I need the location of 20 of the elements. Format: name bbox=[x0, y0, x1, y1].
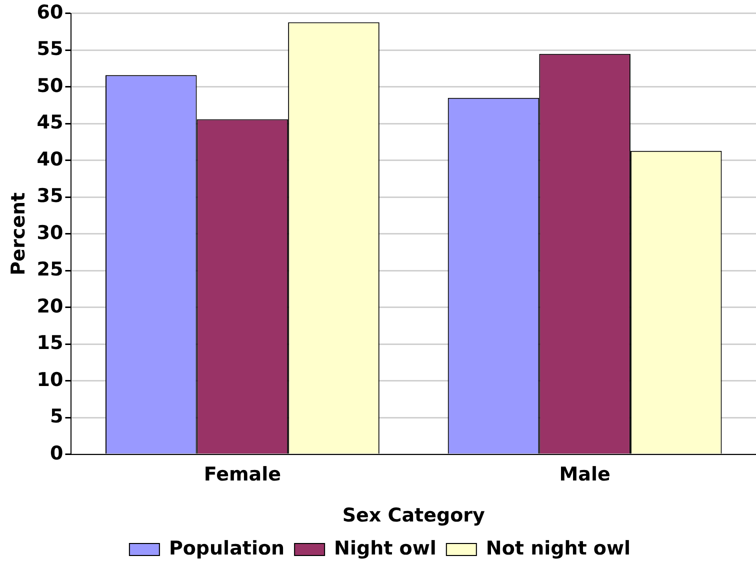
y-tick-label: 5 bbox=[50, 406, 64, 428]
y-tick-label: 45 bbox=[36, 112, 64, 134]
y-tick-label: 10 bbox=[36, 368, 64, 391]
y-tick-label: 15 bbox=[36, 332, 64, 354]
y-tick-label: 0 bbox=[50, 442, 64, 464]
y-tick-label: 20 bbox=[36, 295, 64, 318]
y-tick-label: 30 bbox=[36, 222, 64, 244]
legend-label: Population bbox=[168, 537, 285, 560]
x-axis-title: Sex Category bbox=[342, 504, 486, 527]
y-tick-label: 55 bbox=[36, 38, 64, 60]
x-tick-label: Male bbox=[559, 464, 610, 486]
y-tick-label: 25 bbox=[36, 258, 64, 281]
x-tick-label: Female bbox=[204, 464, 281, 486]
y-tick-label: 35 bbox=[36, 185, 64, 208]
legend-label: Night owl bbox=[334, 537, 436, 560]
y-tick-label: 50 bbox=[36, 74, 64, 97]
y-axis-title: Percent bbox=[7, 192, 30, 276]
legend-label: Not night owl bbox=[486, 537, 631, 560]
y-tick-label: 40 bbox=[36, 148, 64, 170]
y-tick-label: 60 bbox=[36, 1, 64, 24]
